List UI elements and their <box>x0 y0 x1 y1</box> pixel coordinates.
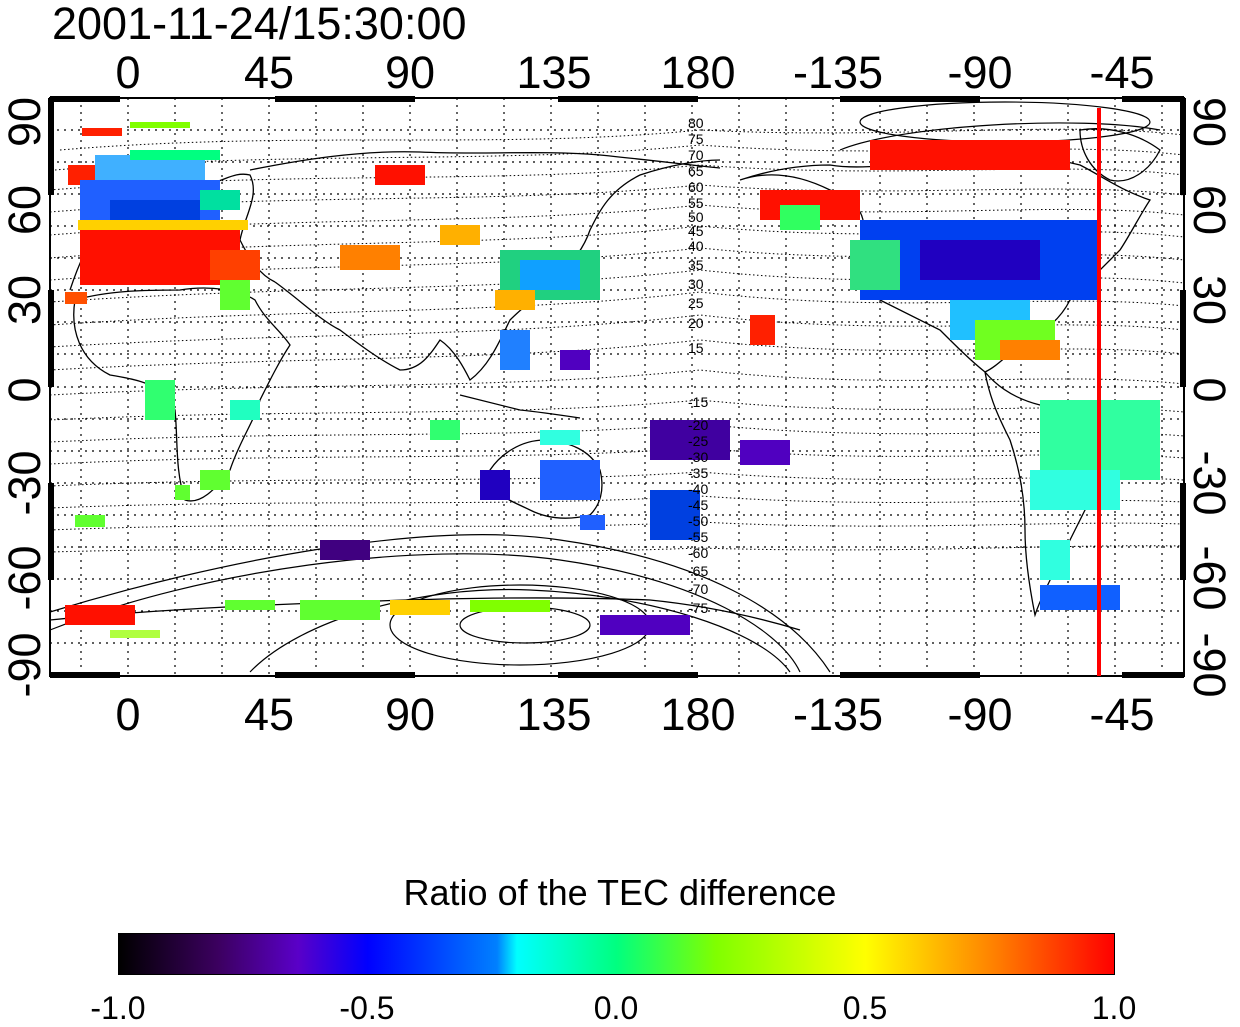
mlat-label: 35 <box>688 257 704 273</box>
right-lat-label: 30 <box>1184 275 1235 325</box>
mlat-label: -65 <box>688 563 708 579</box>
australia-coast <box>489 439 603 519</box>
mlat-label: -75 <box>688 600 708 616</box>
colorbar-label-max: 1.0 <box>1091 990 1137 1026</box>
mlat-label: -55 <box>688 529 708 545</box>
left-lat-label: 30 <box>0 275 50 325</box>
bottom-lon-label: 135 <box>516 689 591 740</box>
mlat-label: -20 <box>688 417 708 433</box>
top-lon-label: -135 <box>793 47 883 98</box>
left-lat-label: 90 <box>0 97 50 147</box>
top-lon-label: 135 <box>516 47 591 98</box>
mlat-label: -60 <box>688 545 708 561</box>
frame-bars <box>48 96 1186 678</box>
top-lon-label: 45 <box>244 47 294 98</box>
bottom-lon-label: -45 <box>1089 689 1154 740</box>
right-lat-label: -60 <box>1184 545 1235 610</box>
colorbar-title: Ratio of the TEC difference <box>403 872 837 913</box>
left-lat-label: 60 <box>0 185 50 235</box>
top-lon-label: -90 <box>947 47 1012 98</box>
colorbar-label-zero: 0.0 <box>593 990 639 1026</box>
right-lat-label: -90 <box>1184 632 1235 697</box>
bottom-lon-label: 45 <box>244 689 294 740</box>
left-lat-label: -60 <box>0 545 50 610</box>
mlat-label: 70 <box>688 147 704 163</box>
mlat-label: 80 <box>688 115 704 131</box>
left-latitude-axis: 90 60 30 0 -30 -60 -90 <box>0 97 50 698</box>
top-lon-label: 180 <box>660 47 735 98</box>
magnetic-latitude-labels: 80 75 70 65 60 55 50 45 40 35 30 25 20 1… <box>688 115 708 616</box>
mlat-label: 60 <box>688 179 704 195</box>
mlat-label: 20 <box>688 315 704 331</box>
mlat-label: 65 <box>688 163 704 179</box>
top-lon-label: -45 <box>1089 47 1154 98</box>
mlat-label: -25 <box>688 433 708 449</box>
bottom-lon-label: -90 <box>947 689 1012 740</box>
mlat-label: -45 <box>688 497 708 513</box>
right-latitude-axis: 90 60 30 0 -30 -60 -90 <box>1184 97 1235 698</box>
right-lat-label: 0 <box>1184 377 1235 402</box>
magnetic-latitude-contours <box>49 128 1185 553</box>
mlat-label: 30 <box>688 276 704 292</box>
colorbar-label-min: -1.0 <box>90 990 146 1026</box>
bottom-lon-label: 180 <box>660 689 735 740</box>
polar-contours <box>49 101 1161 673</box>
africa-coast <box>73 287 291 502</box>
bottom-lon-label: 90 <box>385 689 435 740</box>
colorbar-label: -0.5 <box>339 990 395 1026</box>
antarctica-coast <box>49 597 801 631</box>
mlat-label: 55 <box>688 195 704 211</box>
bottom-lon-label: -135 <box>793 689 883 740</box>
colorbar-label: 0.5 <box>842 990 888 1026</box>
mlat-label: -15 <box>688 394 708 410</box>
asia-coast <box>274 159 721 381</box>
mlat-label: -35 <box>688 465 708 481</box>
greenland-coast <box>1079 128 1161 182</box>
left-lat-label: -90 <box>0 632 50 697</box>
right-lat-label: 60 <box>1184 185 1235 235</box>
mlat-label: -50 <box>688 513 708 529</box>
top-longitude-axis: 0 45 90 135 180 -135 -90 -45 <box>115 47 1154 98</box>
right-lat-label: -30 <box>1184 450 1235 515</box>
mlat-label: -30 <box>688 449 708 465</box>
mlat-label: 75 <box>688 131 704 147</box>
mlat-label: 15 <box>688 340 704 356</box>
left-lat-label: -30 <box>0 450 50 515</box>
colorbar-gradient <box>118 933 1115 975</box>
mlat-label: 45 <box>688 223 704 239</box>
indonesia-coast <box>459 394 581 419</box>
top-lon-label: 0 <box>115 47 140 98</box>
mlat-label: 40 <box>688 238 704 254</box>
top-lon-label: 90 <box>385 47 435 98</box>
right-lat-label: 90 <box>1184 97 1235 147</box>
bottom-lon-label: 0 <box>115 689 140 740</box>
bottom-longitude-axis: 0 45 90 135 180 -135 -90 -45 <box>115 689 1154 740</box>
mlat-label: 50 <box>688 209 704 225</box>
mlat-label: -70 <box>688 581 708 597</box>
mlat-label: 25 <box>688 295 704 311</box>
mlat-label: -40 <box>688 481 708 497</box>
left-lat-label: 0 <box>0 377 50 402</box>
siberia-coast <box>249 151 721 171</box>
map-timestamp-title: 2001-11-24/15:30:00 <box>52 0 467 49</box>
